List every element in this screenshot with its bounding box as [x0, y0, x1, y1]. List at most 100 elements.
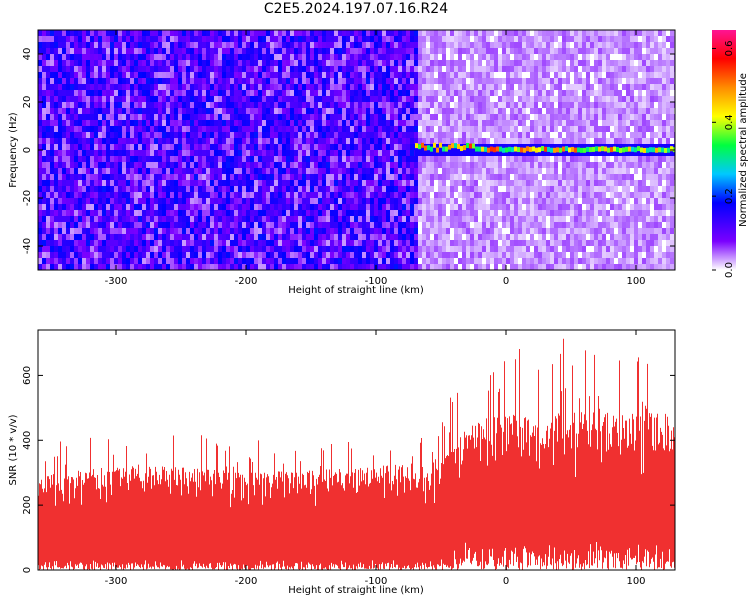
heat-cell — [630, 102, 634, 108]
heat-cell — [290, 126, 294, 132]
heat-cell — [70, 204, 74, 210]
heat-cell — [130, 126, 134, 132]
heat-cell — [574, 192, 578, 198]
heat-cell — [558, 132, 562, 138]
heat-cell — [130, 114, 134, 120]
heat-cell — [242, 162, 246, 168]
heat-cell — [186, 210, 190, 216]
heat-cell — [602, 198, 606, 204]
heat-cell — [46, 84, 50, 90]
heat-cell — [470, 30, 474, 36]
heat-cell — [218, 222, 222, 228]
heat-cell — [250, 60, 254, 66]
heat-cell — [642, 42, 646, 48]
heat-cell — [134, 78, 138, 84]
heat-cell — [474, 96, 478, 102]
heat-cell — [446, 78, 450, 84]
heat-cell — [302, 30, 306, 36]
heat-cell — [46, 216, 50, 222]
heat-cell — [174, 102, 178, 108]
heat-cell — [474, 114, 478, 120]
heat-cell — [242, 102, 246, 108]
heat-cell — [386, 144, 390, 150]
heat-cell — [550, 96, 554, 102]
heat-cell — [130, 162, 134, 168]
heat-cell — [114, 84, 118, 90]
heat-cell — [294, 180, 298, 186]
heat-cell — [102, 60, 106, 66]
heat-cell — [182, 216, 186, 222]
heat-cell — [222, 150, 226, 156]
heat-cell — [182, 84, 186, 90]
heat-cell — [518, 138, 522, 144]
heat-cell — [154, 96, 158, 102]
heat-cell — [286, 114, 290, 120]
heat-cell — [346, 162, 350, 168]
heat-cell — [278, 90, 282, 96]
heat-cell — [486, 36, 490, 42]
heat-cell — [70, 132, 74, 138]
heat-cell — [342, 102, 346, 108]
heat-cell — [278, 84, 282, 90]
heat-cell — [46, 48, 50, 54]
heat-cell — [574, 180, 578, 186]
heat-cell — [358, 120, 362, 126]
heat-cell — [198, 186, 202, 192]
heat-cell — [562, 90, 566, 96]
heat-cell — [174, 132, 178, 138]
heat-cell — [382, 126, 386, 132]
heat-cell — [526, 42, 530, 48]
heat-cell — [318, 210, 322, 216]
heat-cell — [270, 174, 274, 180]
heat-cell — [234, 222, 238, 228]
heat-cell — [498, 66, 502, 72]
heat-cell — [378, 150, 382, 156]
heat-cell — [130, 60, 134, 66]
heat-cell — [338, 216, 342, 222]
heat-cell — [322, 138, 326, 144]
heat-cell — [258, 84, 262, 90]
heat-cell — [246, 78, 250, 84]
heat-cell — [490, 216, 494, 222]
heat-cell — [330, 60, 334, 66]
heat-cell — [546, 192, 550, 198]
heat-cell — [566, 102, 570, 108]
heat-cell — [594, 162, 598, 168]
heat-cell — [154, 60, 158, 66]
heat-cell — [130, 192, 134, 198]
heat-cell — [210, 120, 214, 126]
heat-cell — [222, 162, 226, 168]
heat-cell — [594, 36, 598, 42]
heat-cell — [454, 126, 458, 132]
heat-cell — [390, 150, 394, 156]
heat-cell — [186, 162, 190, 168]
heat-cell — [102, 138, 106, 144]
heat-cell — [394, 186, 398, 192]
heat-cell — [474, 30, 478, 36]
heat-cell — [78, 210, 82, 216]
heat-cell — [166, 90, 170, 96]
heat-cell — [382, 162, 386, 168]
heat-cell — [202, 114, 206, 120]
heat-cell — [122, 186, 126, 192]
heat-cell — [302, 198, 306, 204]
heat-cell — [386, 216, 390, 222]
heat-cell — [146, 210, 150, 216]
heat-cell — [286, 150, 290, 156]
heat-cell — [474, 192, 478, 198]
heat-cell — [122, 222, 126, 228]
heat-cell — [506, 78, 510, 84]
heat-cell — [310, 132, 314, 138]
heat-cell — [422, 162, 426, 168]
heat-cell — [266, 144, 270, 150]
heat-cell — [358, 66, 362, 72]
heat-cell — [506, 216, 510, 222]
heat-cell — [658, 78, 662, 84]
heat-cell — [190, 30, 194, 36]
heat-cell — [250, 186, 254, 192]
heat-cell — [342, 60, 346, 66]
heat-cell — [334, 48, 338, 54]
heat-cell — [274, 192, 278, 198]
heat-cell — [214, 84, 218, 90]
heat-cell — [238, 96, 242, 102]
